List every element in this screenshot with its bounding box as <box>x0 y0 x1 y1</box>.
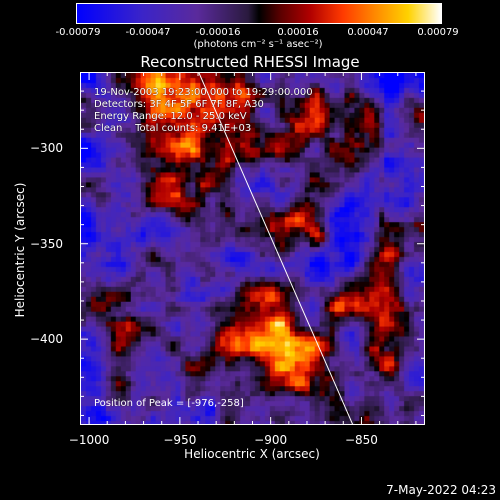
colorbar-tick: 0.00079 <box>417 27 459 38</box>
colorbar-tick: 0.00047 <box>347 27 389 38</box>
colorbar-tick: -0.00016 <box>195 27 241 38</box>
chart-title: Reconstructed RHESSI Image <box>140 53 360 71</box>
annotation-method: Clean Total counts: 9.41E+03 <box>94 123 252 134</box>
y-tick-label: −400 <box>30 332 63 347</box>
colorbar-tick: 0.00016 <box>277 27 319 38</box>
y-tick-label: −300 <box>30 141 63 156</box>
colorbar-units: (photons cm⁻² s⁻¹ asec⁻²) <box>193 39 323 50</box>
x-axis-label: Heliocentric X (arcsec) <box>184 447 320 461</box>
colorbar <box>76 3 442 24</box>
timestamp: 7-May-2022 04:23 <box>386 483 496 497</box>
x-tick-label: −850 <box>344 433 378 447</box>
y-tick-label: −350 <box>30 236 63 251</box>
colorbar-tick: -0.00079 <box>55 27 101 38</box>
colorbar-tick: -0.00047 <box>125 27 171 38</box>
y-axis-label: Heliocentric Y (arcsec) <box>13 182 27 318</box>
annotation-date: 19-Nov-2003 19:23:00.000 to 19:29:00.000 <box>94 87 313 98</box>
annotation-peak: Position of Peak = [-976,-258] <box>94 398 244 409</box>
annotation-energy: Energy Range: 12.0 - 25.0 keV <box>94 111 247 122</box>
heatmap-image <box>81 73 424 424</box>
limb-line-layer <box>198 73 354 424</box>
limb-line <box>198 73 354 424</box>
plot-area <box>80 72 425 425</box>
annotation-detectors: Detectors: 3F 4F 5F 6F 7F 8F, A30 <box>94 99 264 110</box>
x-tick-label: −900 <box>254 433 288 447</box>
x-tick-label: −1000 <box>68 433 110 447</box>
x-tick-label: −950 <box>163 433 197 447</box>
